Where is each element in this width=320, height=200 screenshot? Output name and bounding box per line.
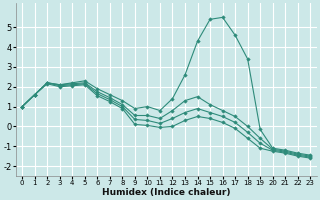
X-axis label: Humidex (Indice chaleur): Humidex (Indice chaleur): [102, 188, 230, 197]
